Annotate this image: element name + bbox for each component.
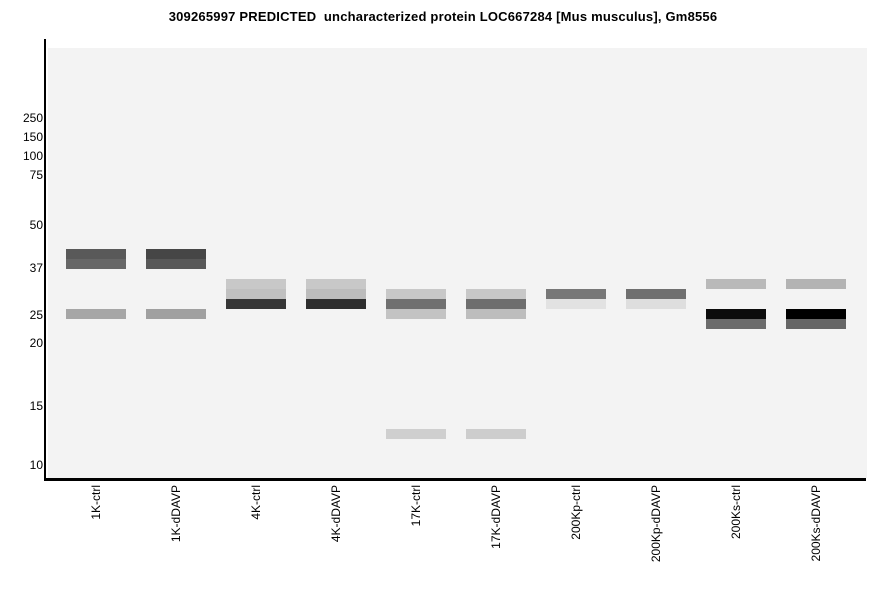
gel-band <box>386 289 446 299</box>
gel-band <box>386 429 446 439</box>
gel-band <box>466 429 526 439</box>
y-tick-label-100: 100 <box>22 149 43 163</box>
gel-band <box>66 309 126 319</box>
y-tick-label-50: 50 <box>29 218 43 232</box>
gel-band <box>386 309 446 319</box>
gel-band <box>466 309 526 319</box>
gel-band <box>786 309 846 319</box>
gel-band <box>146 309 206 319</box>
gel-band <box>66 259 126 269</box>
gel-band <box>706 319 766 329</box>
gel-band <box>226 299 286 309</box>
gel-band <box>226 289 286 299</box>
gel-band <box>786 279 846 289</box>
y-tick-label-10: 10 <box>29 458 43 472</box>
y-tick-label-150: 150 <box>22 130 43 144</box>
gel-band <box>306 279 366 289</box>
gel-band <box>706 309 766 319</box>
gel-band <box>146 259 206 269</box>
gel-band <box>626 299 686 309</box>
gel-band <box>466 299 526 309</box>
y-tick-label-75: 75 <box>29 168 43 182</box>
y-tick-label-25: 25 <box>29 308 43 322</box>
gel-band <box>226 279 286 289</box>
gel-band <box>546 299 606 309</box>
gel-band <box>546 289 606 299</box>
gel-band <box>66 249 126 259</box>
y-tick-label-37: 37 <box>29 261 43 275</box>
y-tick-label-250: 250 <box>22 111 43 125</box>
gel-band <box>706 279 766 289</box>
y-tick-label-20: 20 <box>29 336 43 350</box>
gel-band <box>386 299 446 309</box>
gel-band <box>466 289 526 299</box>
gel-band <box>786 319 846 329</box>
gel-band <box>306 299 366 309</box>
y-tick-label-15: 15 <box>29 399 43 413</box>
gel-band <box>626 289 686 299</box>
gel-band <box>146 249 206 259</box>
chart-title: 309265997 PREDICTED uncharacterized prot… <box>168 9 718 24</box>
gel-band <box>306 289 366 299</box>
y-axis-line <box>44 39 46 481</box>
x-axis-line <box>44 478 866 481</box>
